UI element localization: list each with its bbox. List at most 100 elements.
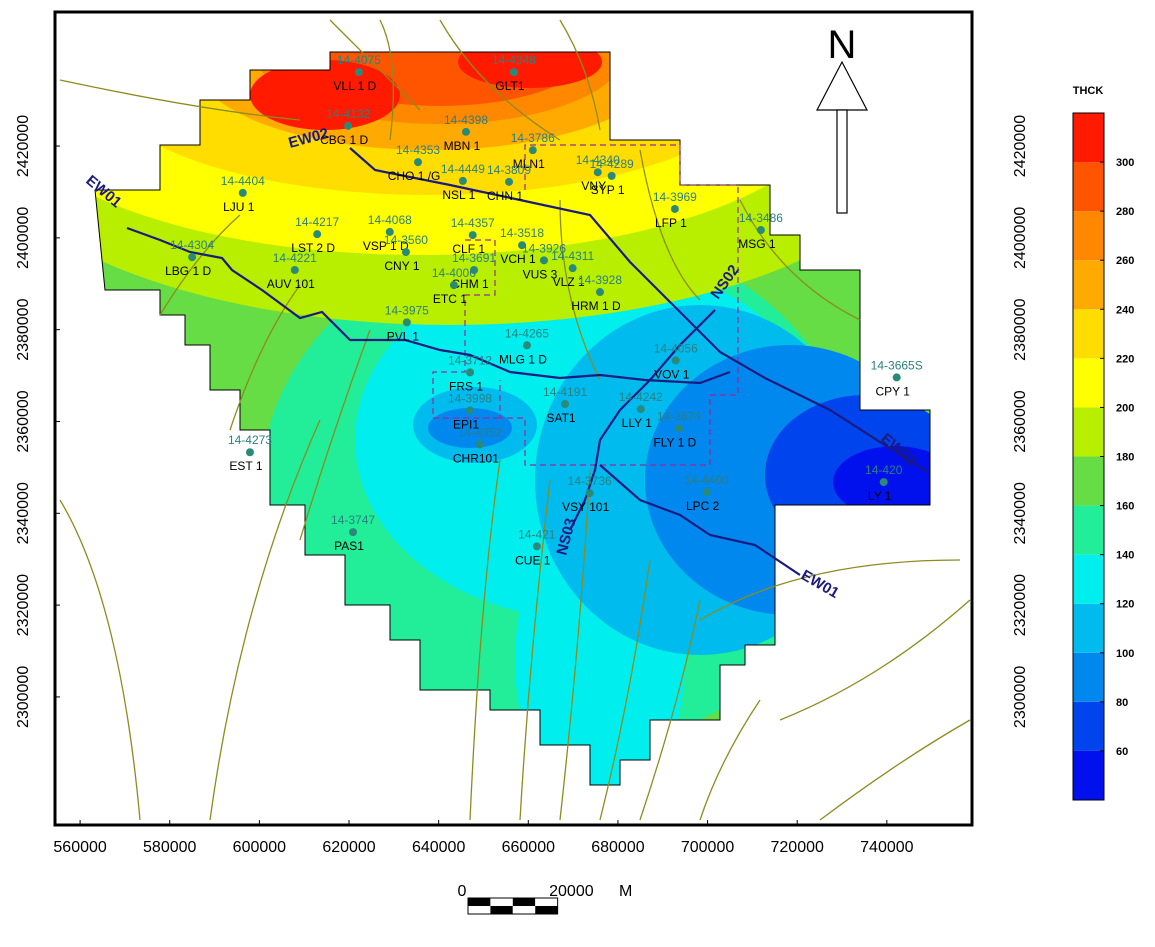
x-tick-label: 700000: [681, 839, 734, 856]
y-tick-label-right: 2420000: [1012, 115, 1029, 177]
well: [674, 424, 683, 433]
well-name: SYP 1: [591, 183, 625, 197]
y-tick-label-right: 2320000: [1012, 574, 1029, 636]
scale-cell: [535, 898, 558, 906]
well-id: 14-4273: [228, 433, 272, 447]
well: [245, 448, 254, 457]
y-tick-label: 2320000: [15, 574, 32, 636]
colorbar-band: [1073, 407, 1104, 457]
well: [596, 288, 605, 297]
well-id: 14-4217: [295, 215, 339, 229]
well: [470, 265, 479, 274]
map-frame: [53, 10, 974, 827]
well: [593, 168, 602, 177]
well: [188, 253, 197, 262]
well-name: FLY 1 D: [653, 435, 696, 449]
well-id: 14-3560: [384, 233, 428, 247]
y-tick-label: 2360000: [15, 390, 32, 452]
scale-start: 0: [458, 883, 467, 900]
well-id: 14-4304: [170, 238, 214, 252]
well-name: PVL 1: [387, 329, 420, 343]
well-name: VLL 1 D: [333, 79, 376, 93]
y-tick-label: 2340000: [15, 482, 32, 544]
well: [702, 488, 711, 497]
y-tick-label: 2380000: [15, 298, 32, 360]
well-id: 14-4068: [368, 213, 412, 227]
well: [892, 373, 901, 382]
north-label: N: [828, 23, 857, 67]
well-id: 14-3809: [487, 163, 531, 177]
well-id: 14-4398: [444, 113, 488, 127]
colorbar-label: 200: [1116, 402, 1134, 414]
y-tick-label: 2300000: [15, 666, 32, 728]
well-name: CLF 1: [452, 242, 485, 256]
well-name: EST 1: [229, 459, 262, 473]
well-id: 14-3712: [448, 353, 492, 367]
well-name: FRS 1: [449, 379, 483, 393]
scale-frame: [467, 897, 559, 915]
colorbar-band: [1073, 309, 1104, 359]
well-name: HRM 1 D: [571, 299, 621, 313]
well: [879, 478, 888, 487]
well-id: 14-420: [865, 463, 903, 477]
well-id: 14-4352: [458, 425, 502, 439]
well: [509, 68, 518, 77]
colorbar-band: [1073, 505, 1104, 555]
well-id: 14-4075: [337, 53, 381, 67]
x-tick-label: 680000: [591, 839, 644, 856]
well: [449, 281, 458, 290]
faults: [59, 19, 971, 821]
well: [466, 406, 475, 415]
well-name: CUE 1: [515, 553, 551, 567]
colorbar-label: 280: [1116, 206, 1134, 218]
well-id: 14-4221: [273, 251, 317, 265]
well: [290, 265, 299, 274]
section-label: EW01: [798, 567, 842, 602]
well-name: LST 2 D: [291, 241, 335, 255]
scale-unit: M: [619, 883, 632, 900]
scale-cell: [490, 906, 513, 914]
well: [466, 368, 475, 377]
well-id: 14-4348: [492, 53, 536, 67]
colorbar-band: [1073, 456, 1104, 506]
well-id: 14-4400: [685, 473, 729, 487]
well-id: 14-4006: [432, 266, 476, 280]
well-id: 14-4242: [619, 390, 663, 404]
well: [585, 489, 594, 498]
x-tick-label: 640000: [412, 839, 465, 856]
well-id: 14-3486: [739, 211, 783, 225]
well-name: PAS1: [334, 539, 364, 553]
colorbar-label: 140: [1116, 550, 1134, 562]
well-name: EPI1: [453, 417, 479, 431]
well-name: LLY 1: [622, 416, 653, 430]
scale-bar: [467, 897, 559, 915]
well: [344, 121, 353, 130]
well-name: VSP 1 D: [363, 239, 409, 253]
well-id: 14-3736: [568, 474, 612, 488]
well-name: SAT1: [546, 411, 575, 425]
well: [568, 264, 577, 273]
x-tick-label: 560000: [53, 839, 106, 856]
well-name: CHR101: [453, 451, 499, 465]
well-id: 14-4265: [505, 326, 549, 340]
well-name: NSL 1: [442, 188, 475, 202]
well-name: VLZ 1: [553, 275, 585, 289]
well-name: VOV 1: [654, 367, 690, 381]
well-id: 14-3674: [657, 409, 701, 423]
colorbar-band: [1073, 603, 1104, 653]
well-name: CBG 1 D: [320, 133, 368, 147]
scale-cell: [468, 906, 491, 914]
colorbar-label: 60: [1116, 746, 1128, 758]
y-tick-label-right: 2360000: [1012, 390, 1029, 452]
well-name: GLT1: [495, 79, 524, 93]
well-name: LBG 1 D: [165, 264, 211, 278]
well-id: 14-3665S: [871, 358, 923, 372]
well: [401, 248, 410, 257]
well: [349, 528, 358, 537]
well: [238, 188, 247, 197]
scale-cell: [535, 906, 558, 914]
well-id: 14-3975: [385, 303, 429, 317]
y-tick-label: 2420000: [15, 115, 32, 177]
well-id: 14-3998: [448, 391, 492, 405]
scale-cell: [512, 898, 536, 906]
